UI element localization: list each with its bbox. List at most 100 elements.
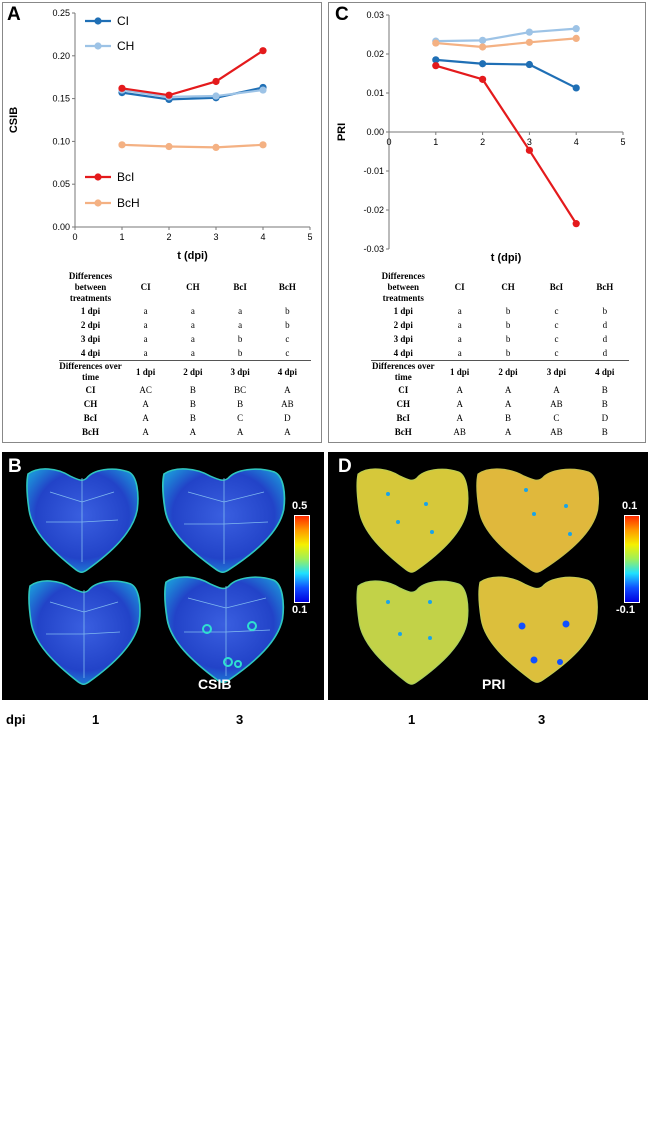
data-point-BcI: [432, 62, 440, 70]
csib-leaf-images: [26, 468, 286, 686]
series-line-CH: [435, 27, 577, 43]
pri-leaf-mock-1: [356, 468, 469, 573]
table-cell: A: [456, 398, 463, 409]
data-point-CH: [525, 28, 533, 36]
dpi-b1: 1: [92, 712, 100, 727]
table-cell: 4 dpi: [393, 347, 413, 358]
csib-stats-table: Differences between treatments CI CH BcI BcH…: [59, 271, 311, 439]
table-cell: a: [143, 347, 148, 358]
table-cell: CH: [396, 398, 411, 409]
table-cell: b: [285, 305, 290, 316]
y-tick-label: 0.10: [52, 136, 70, 146]
data-point-BcI: [212, 77, 220, 86]
table-row: BcI A B C D: [371, 411, 629, 425]
x-tick-label: 2: [166, 232, 171, 242]
table-cell: B: [237, 398, 244, 409]
table-cell: D: [284, 412, 291, 423]
dpi-d3: 3: [538, 712, 546, 727]
data-point-CH: [572, 25, 580, 33]
table-cell: a: [190, 305, 195, 316]
x-tick-label: 5: [307, 232, 312, 242]
data-point-BcI: [118, 84, 126, 92]
pri-lesions: [518, 620, 570, 665]
table-cell: c: [554, 305, 559, 316]
table-cell: b: [505, 305, 511, 316]
leaf-veins: [46, 478, 271, 678]
table-row: CH A A AB B: [371, 397, 629, 411]
x-tick-label: 4: [574, 137, 579, 147]
table-cell: A: [284, 426, 291, 437]
panel-c: C -0.03 -0.02 -0.01 0.00 0.01 0.02 0.03 0 1 2 3 4 5 t…: [328, 2, 646, 443]
series-line-CI: [435, 58, 577, 89]
table-cell: CI: [454, 282, 465, 292]
table-header-row: Differences between treatments CI CH BcI BcH: [59, 271, 311, 304]
data-point-CI: [432, 56, 440, 64]
csib-colorbar: [294, 515, 310, 603]
csib-colorbar-min: 0.1: [292, 604, 308, 616]
csib-image-panel: B B. c: [2, 452, 324, 1123]
data-point-CH: [479, 36, 487, 44]
y-axis-title: PRI: [336, 123, 348, 141]
data-point-CH: [212, 92, 220, 100]
csib-caption: CSIB: [198, 676, 232, 692]
table-cell: BcH: [278, 282, 296, 292]
table-cell: a: [457, 333, 462, 344]
legend-marker-BcH: [94, 199, 102, 207]
table-cell: 1 dpi: [393, 305, 413, 316]
data-point-CI: [572, 84, 580, 92]
table-cell: a: [143, 333, 148, 344]
table-cell: CI: [140, 282, 151, 292]
table-cell: A: [284, 384, 291, 395]
data-point-BcH: [118, 141, 126, 149]
table-header-row: Differences over time 1 dpi 2 dpi 3 dpi 4 dp…: [59, 360, 311, 383]
x-tick-label: 1: [119, 232, 124, 242]
table-cell: 3 dpi: [216, 360, 264, 383]
table-cell: c: [554, 333, 559, 344]
x-tick-label: 3: [213, 232, 218, 242]
panel-d-label: D: [338, 456, 352, 477]
table-cell: b: [285, 319, 290, 330]
y-tick-label: 0.20: [52, 51, 70, 61]
table-cell: 1 dpi: [80, 305, 101, 316]
table-cell: a: [457, 347, 462, 358]
y-tick-label: 0.03: [366, 10, 384, 20]
y-tick-label: 0.00: [366, 127, 384, 137]
table-cell: B: [505, 412, 512, 423]
table-cell: A: [504, 398, 512, 409]
table-cell: BcI: [549, 282, 564, 292]
dpi-row-label: dpi: [6, 712, 26, 727]
table-cell: c: [285, 333, 290, 344]
y-tick-label: -0.02: [363, 205, 384, 215]
data-point-CI: [479, 60, 487, 68]
table-cell: BC: [234, 384, 247, 395]
table-row: 2 dpi a a a b: [59, 318, 311, 332]
x-tick-label: 2: [480, 137, 485, 147]
table-cell: b: [602, 305, 608, 316]
pri-leaf-mock-3: [476, 468, 600, 573]
csib-line-chart: 0.00 0.05 0.10 0.15 0.20 0.25 0 1 2 3 4 5 t (dpi) CSI…: [8, 8, 313, 262]
legend-label-CI: CI: [117, 14, 129, 28]
panel-b-label: B: [8, 456, 22, 477]
x-tick-label: 4: [260, 232, 265, 242]
table-cell: 4 dpi: [263, 360, 311, 383]
table-header-row: Differences between treatments CI CH BcI BcH: [371, 271, 629, 304]
panel-a: A 0.00 0.05 0.10 0.15 0.20 0.25 0 1 2 3 4 5 t (dpi) C…: [2, 2, 322, 443]
table-cell: Differences over time: [371, 360, 436, 383]
table-cell: AC: [139, 384, 152, 395]
table-cell: BcH: [82, 426, 99, 437]
table-cell: 4 dpi: [80, 347, 101, 358]
series-line-BcH: [121, 143, 264, 149]
y-tick-label: 0.15: [52, 94, 70, 104]
table-cell: A: [456, 384, 463, 395]
table-cell: b: [505, 333, 511, 344]
series-line-CH: [121, 88, 264, 98]
table-cell: b: [237, 333, 243, 344]
table-cell: 1 dpi: [435, 360, 484, 383]
leaf-infected-1: [28, 580, 141, 686]
table-row: BcI A B C D: [59, 411, 311, 425]
table-cell: 2 dpi: [393, 319, 413, 330]
table-cell: BcH: [596, 282, 614, 292]
pri-colorbar-min: -0.1: [616, 604, 635, 616]
table-cell: a: [143, 319, 148, 330]
leaf-mock-1: [26, 468, 139, 574]
